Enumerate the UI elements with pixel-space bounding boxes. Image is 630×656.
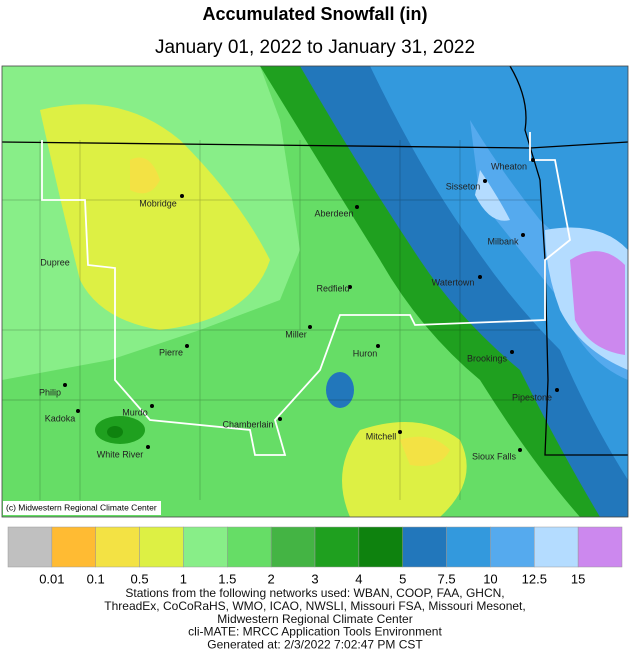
footer-line: Generated at: 2/3/2022 7:02:47 PM CST (207, 637, 423, 651)
legend-swatch (534, 526, 579, 568)
city-label: Murdo (122, 407, 148, 417)
footer-line: Midwestern Regional Climate Center (217, 612, 412, 626)
city-label: Miller (285, 329, 307, 339)
legend-label: 7.5 (438, 571, 456, 586)
legend-swatch (490, 526, 535, 568)
legend-swatch (7, 526, 53, 568)
legend-label: 4 (355, 571, 362, 586)
city-dot (63, 383, 67, 387)
city-dot (478, 275, 482, 279)
city-label: Brookings (467, 353, 508, 363)
city-dot (483, 179, 487, 183)
city-label: Dupree (40, 257, 70, 267)
map: (c) Midwestern Regional Climate Center (1, 65, 629, 518)
city-dot (76, 409, 80, 413)
legend-label: 0.01 (39, 571, 64, 586)
copyright: (c) Midwestern Regional Climate Center (6, 502, 157, 512)
city-label: Philip (39, 387, 61, 397)
city-label: Sisseton (446, 181, 481, 191)
city-label: Milbank (487, 236, 519, 246)
city-dot (518, 448, 522, 452)
legend-swatch (314, 526, 360, 568)
city-dot (150, 404, 154, 408)
legend-label: 1 (180, 571, 187, 586)
legend-label: 5 (399, 571, 406, 586)
city-dot (146, 445, 150, 449)
city-dot (398, 430, 402, 434)
city-dot (510, 350, 514, 354)
legend-label: 10 (483, 571, 497, 586)
city-label: Wheaton (491, 161, 527, 171)
city-dot (180, 194, 184, 198)
title: Accumulated Snowfall (in) (202, 4, 427, 24)
city-label: Huron (353, 348, 378, 358)
legend-label: 3 (311, 571, 318, 586)
city-label: Pierre (159, 347, 183, 357)
legend-label: 0.5 (131, 571, 149, 586)
city-label: Redfield (316, 283, 349, 293)
city-label: White River (97, 449, 144, 459)
legend-swatch (95, 526, 140, 568)
city-dot (376, 344, 380, 348)
city-label: Mitchell (366, 431, 397, 441)
city-dot (185, 344, 189, 348)
city-dot (521, 233, 525, 237)
legend-swatch (402, 526, 447, 568)
city-dot (308, 325, 312, 329)
footer-line: ThreadEx, CoCoRaHS, WMO, ICAO, NWSLI, Mi… (104, 599, 525, 613)
legend-label: 2 (268, 571, 275, 586)
legend-swatch (270, 526, 316, 568)
legend-swatch (577, 526, 623, 568)
city-label: Sioux Falls (472, 451, 517, 461)
subtitle: January 01, 2022 to January 31, 2022 (155, 37, 475, 58)
legend-label: 0.1 (87, 571, 105, 586)
legend-swatch (227, 526, 272, 568)
city-dot (348, 285, 352, 289)
legend-swatch (446, 526, 491, 568)
city-dot (355, 205, 359, 209)
legend-swatch (51, 526, 96, 568)
footer-line: cli-MATE: MRCC Application Tools Environ… (188, 625, 442, 639)
legend-label: 15 (571, 571, 585, 586)
legend-swatch (139, 526, 184, 568)
city-label: Aberdeen (314, 208, 353, 218)
city-label: Mobridge (139, 198, 177, 208)
legend-swatch (183, 526, 228, 568)
city-label: Kadoka (45, 413, 76, 423)
city-label: Chamberlain (222, 419, 273, 429)
legend-label: 1.5 (218, 571, 236, 586)
footer-line: Stations from the following networks use… (125, 586, 504, 600)
legend-label: 12.5 (522, 571, 547, 586)
city-dot (555, 388, 559, 392)
city-dot (278, 417, 282, 421)
city-label: Watertown (432, 277, 475, 287)
legend-swatch (358, 526, 403, 568)
city-dot (531, 158, 535, 162)
city-label: Pipestone (512, 392, 552, 402)
